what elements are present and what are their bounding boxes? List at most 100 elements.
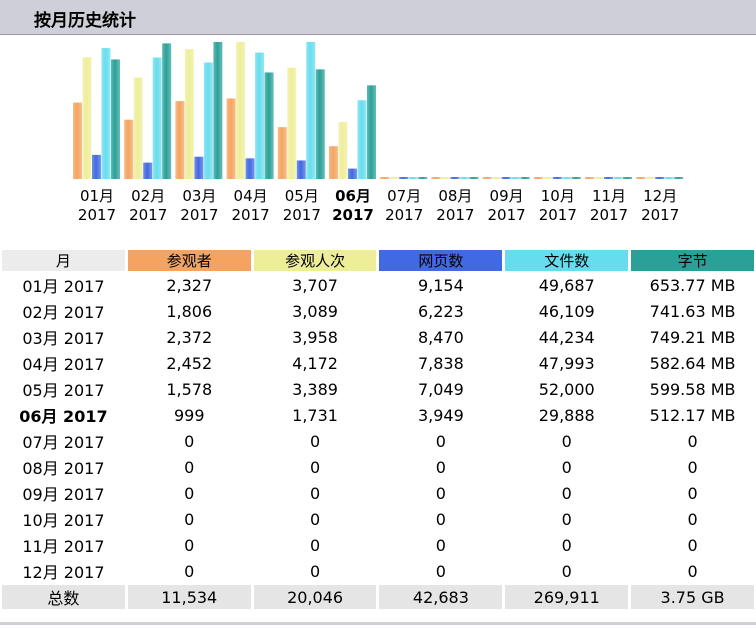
bar-visits xyxy=(543,177,553,179)
cell-visits: 3,389 xyxy=(292,379,338,399)
bar-files xyxy=(152,57,162,179)
bar-pages xyxy=(399,177,409,179)
cell-month: 05月 2017 xyxy=(22,381,105,400)
bar-bytes xyxy=(623,177,632,179)
bar-visits xyxy=(184,49,194,179)
bar-visitors xyxy=(431,177,441,179)
bar-visitors xyxy=(277,127,287,179)
table-header-row: 月 参观者 参观人次 网页数 文件数 字节 xyxy=(2,250,754,271)
bar-visits xyxy=(287,67,297,179)
bar-visits xyxy=(492,177,502,179)
cell-files: 47,993 xyxy=(538,353,595,373)
cell-files: 44,234 xyxy=(538,327,595,347)
cell-visits: 0 xyxy=(309,483,321,503)
table-row: 08月 2017 0 0 0 0 0 xyxy=(2,455,754,479)
col-header-pages: 网页数 xyxy=(379,250,503,271)
table-row: 12月 2017 0 0 0 0 0 xyxy=(2,559,754,583)
cell-visitors: 0 xyxy=(184,431,195,451)
bar-files xyxy=(511,177,521,179)
cell-visits: 0 xyxy=(309,561,321,581)
bar-bytes xyxy=(418,177,428,179)
x-tick-label-month: 03月 xyxy=(182,187,216,205)
bar-files xyxy=(203,62,213,180)
cell-month: 02月 2017 xyxy=(22,303,105,322)
monthly-stats-table: 月 参观者 参观人次 网页数 文件数 字节 01月 2017 2,327 3,707… xyxy=(0,248,756,611)
cell-month: 01月 2017 xyxy=(22,277,105,296)
x-tick-label-year: 2017 xyxy=(641,206,679,224)
total-month: 总数 xyxy=(2,585,125,609)
cell-month: 11月 2017 xyxy=(22,537,105,556)
x-tick-label-year: 2017 xyxy=(232,206,270,224)
bar-visitors xyxy=(226,98,236,179)
cell-files: 0 xyxy=(561,457,572,477)
bar-visitors xyxy=(636,177,646,179)
bar-bytes xyxy=(367,85,376,179)
bar-bytes xyxy=(315,69,325,179)
cell-visitors: 1,806 xyxy=(166,301,213,321)
cell-pages: 0 xyxy=(435,561,446,581)
bar-files xyxy=(306,42,316,179)
cell-bytes: 512.17 MB xyxy=(649,405,736,425)
x-tick-label-month: 05月 xyxy=(285,187,319,205)
cell-visits: 0 xyxy=(309,509,321,529)
cell-pages: 0 xyxy=(435,431,446,451)
table-row: 09月 2017 0 0 0 0 0 xyxy=(2,481,754,505)
x-tick-label-month: 06月 xyxy=(335,187,371,205)
bar-visitors xyxy=(380,177,390,179)
bar-pages xyxy=(501,177,511,179)
x-tick-label-year: 2017 xyxy=(129,206,167,224)
bar-bytes xyxy=(674,177,684,179)
cell-visitors: 999 xyxy=(173,405,205,425)
bar-visits xyxy=(82,57,92,179)
cell-visitors: 1,578 xyxy=(166,379,213,399)
table-row: 11月 2017 0 0 0 0 0 xyxy=(2,533,754,557)
cell-bytes: 0 xyxy=(687,535,698,555)
cell-pages: 0 xyxy=(435,483,446,503)
cell-files: 0 xyxy=(561,483,572,503)
cell-month: 04月 2017 xyxy=(22,355,105,374)
bar-pages xyxy=(296,160,306,179)
cell-files: 0 xyxy=(561,561,572,581)
table-row: 05月 2017 1,578 3,389 7,049 52,000 599.58 MB xyxy=(2,377,754,401)
cell-pages: 0 xyxy=(435,535,446,555)
cell-visitors: 0 xyxy=(184,561,195,581)
col-header-month: 月 xyxy=(2,250,125,271)
bar-visits xyxy=(133,77,143,179)
x-tick-label-month: 11月 xyxy=(592,187,626,205)
cell-pages: 9,154 xyxy=(417,275,464,295)
cell-bytes: 0 xyxy=(687,431,698,451)
bar-files xyxy=(101,48,111,179)
x-tick-label-month: 12月 xyxy=(643,187,677,205)
cell-files: 46,109 xyxy=(538,301,595,321)
bar-visitors xyxy=(175,101,185,179)
bar-files xyxy=(459,177,469,179)
cell-pages: 8,470 xyxy=(417,327,464,347)
cell-pages: 0 xyxy=(435,509,446,529)
bar-files xyxy=(562,177,572,179)
x-tick-label-year: 2017 xyxy=(539,206,577,224)
cell-visitors: 2,452 xyxy=(166,353,213,373)
cell-bytes: 599.58 MB xyxy=(649,379,736,399)
cell-month: 08月 2017 xyxy=(22,459,105,478)
cell-files: 52,000 xyxy=(538,379,595,399)
cell-bytes: 582.64 MB xyxy=(649,353,736,373)
cell-bytes: 749.21 MB xyxy=(649,327,736,347)
cell-visits: 1,731 xyxy=(292,405,338,425)
table-row: 03月 2017 2,372 3,958 8,470 44,234 749.21 MB xyxy=(2,325,754,349)
cell-files: 49,687 xyxy=(538,275,595,295)
x-tick-label-month: 08月 xyxy=(438,187,472,205)
cell-bytes: 653.77 MB xyxy=(649,275,736,295)
x-tick-label-year: 2017 xyxy=(488,206,526,224)
bar-bytes xyxy=(264,72,274,179)
bar-bytes xyxy=(213,42,223,179)
bar-visitors xyxy=(482,177,492,179)
x-tick-label-year: 2017 xyxy=(332,206,374,224)
x-tick-label-year: 2017 xyxy=(385,206,423,224)
bar-visitors xyxy=(73,102,82,179)
table-total-row: 总数 11,534 20,046 42,683 269,911 3.75 GB xyxy=(2,585,754,609)
total-files: 269,911 xyxy=(505,585,629,609)
table-row: 02月 2017 1,806 3,089 6,223 46,109 741.63 MB xyxy=(2,299,754,323)
bar-files xyxy=(408,177,418,179)
bar-visits xyxy=(389,177,399,179)
total-visits: 20,046 xyxy=(253,585,377,609)
